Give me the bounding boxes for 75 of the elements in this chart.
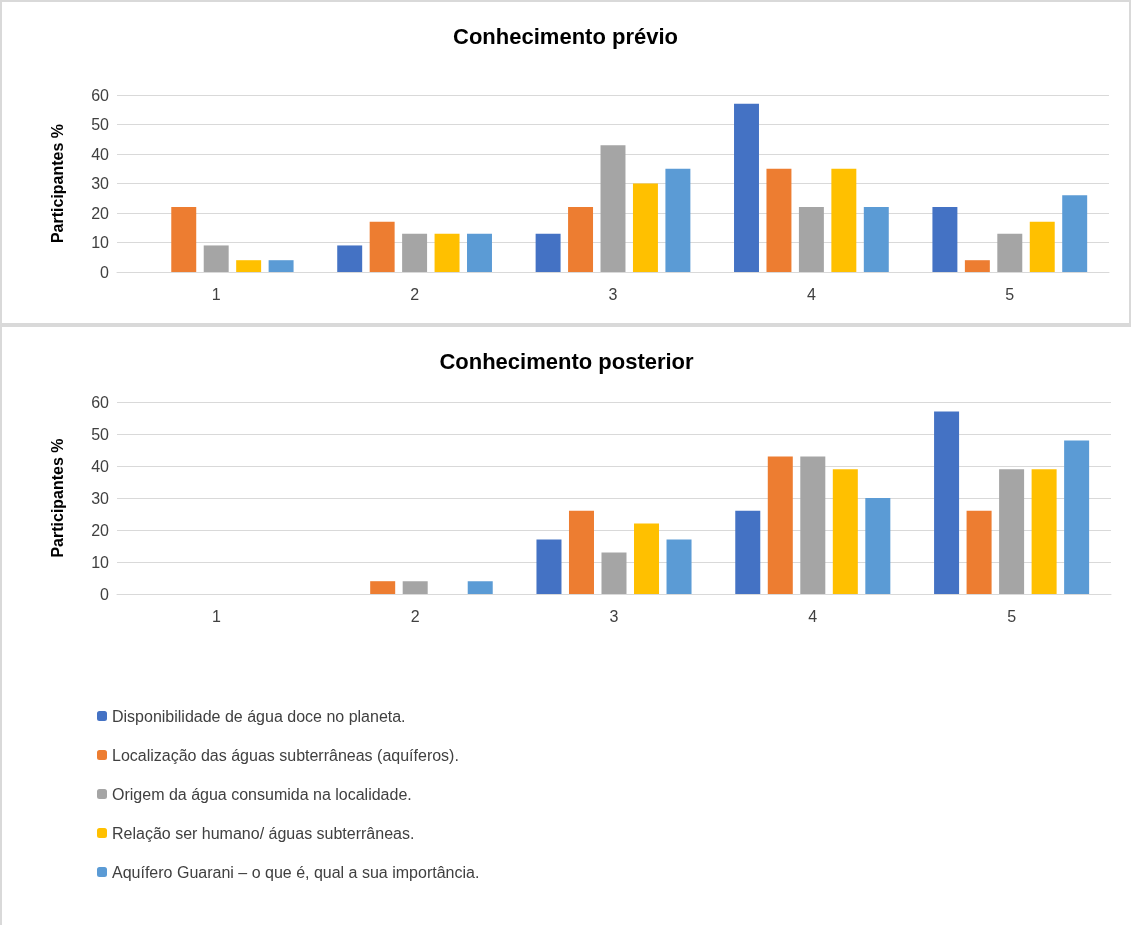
x-tick-label: 4 <box>808 607 818 625</box>
legend-label: Aquífero Guarani – o que é, qual a sua importância. <box>112 863 480 881</box>
bar <box>402 233 428 272</box>
x-tick-label: 2 <box>410 285 420 303</box>
bar <box>600 145 626 272</box>
x-tick-label: 3 <box>608 285 618 303</box>
x-tick-label: 2 <box>410 607 420 625</box>
legend-label: Origem da água consumida na localidade. <box>112 785 412 803</box>
bar <box>535 233 561 272</box>
bar <box>666 539 692 594</box>
bar <box>601 552 627 594</box>
bar <box>467 581 493 594</box>
bar <box>568 510 594 594</box>
y-tick-label: 60 <box>91 86 110 104</box>
y-axis-title: Participantes % <box>48 438 66 558</box>
bar <box>999 469 1025 594</box>
y-tick-label: 60 <box>91 393 110 411</box>
y-tick-label: 20 <box>91 204 110 222</box>
bar <box>735 510 761 594</box>
bar <box>966 510 992 594</box>
y-tick-label: 50 <box>91 116 110 133</box>
bar <box>863 207 889 272</box>
bar <box>800 456 826 594</box>
bar <box>337 245 363 272</box>
bar <box>665 168 691 272</box>
bar <box>203 245 229 272</box>
x-tick-label: 1 <box>211 607 221 625</box>
bar <box>997 233 1023 272</box>
bar <box>831 168 857 272</box>
bar <box>568 207 594 272</box>
chart-title: Conhecimento posterior <box>439 348 695 374</box>
y-tick-label: 40 <box>91 145 110 163</box>
bar <box>632 183 658 272</box>
x-tick-label: 5 <box>1007 607 1017 625</box>
x-tick-label: 5 <box>1005 285 1015 303</box>
bar <box>536 539 562 594</box>
y-tick-label: 40 <box>91 457 110 475</box>
x-tick-label: 4 <box>806 285 816 303</box>
bar <box>766 168 792 272</box>
y-tick-label: 50 <box>91 425 110 443</box>
bar <box>734 103 759 272</box>
bar <box>934 411 960 594</box>
y-tick-label: 20 <box>91 521 110 539</box>
y-tick-label: 10 <box>91 553 110 571</box>
y-tick-label: 30 <box>91 489 110 507</box>
y-tick-label: 0 <box>100 263 110 281</box>
y-tick-label: 10 <box>91 234 110 251</box>
bar <box>402 581 428 594</box>
legend-label: Relação ser humano/ águas subterrâneas. <box>112 824 415 842</box>
bar <box>467 233 492 272</box>
y-tick-label: 30 <box>91 175 110 192</box>
bar <box>268 260 294 272</box>
bar <box>369 221 395 272</box>
bar <box>865 498 891 594</box>
y-tick-label: 0 <box>100 585 110 603</box>
bar <box>1029 221 1055 272</box>
legend-label: Disponibilidade de água doce no planeta. <box>112 707 406 725</box>
x-tick-label: 3 <box>609 607 619 625</box>
chart-title: Conhecimento prévio <box>453 23 678 49</box>
bar <box>798 207 824 272</box>
bar <box>832 469 858 594</box>
bar <box>634 523 660 594</box>
bar <box>1062 195 1088 272</box>
bar <box>370 581 396 594</box>
bar <box>767 456 793 594</box>
y-axis-title: Participantes % <box>48 123 66 244</box>
bar <box>434 233 460 272</box>
bar <box>932 207 958 272</box>
bar <box>236 260 262 272</box>
x-tick-label: 1 <box>211 285 221 303</box>
bar <box>964 260 990 272</box>
bar <box>171 207 197 272</box>
bar <box>1031 469 1057 594</box>
legend-label: Localização das águas subterrâneas (aquíferos). <box>112 746 459 764</box>
bar <box>1064 440 1090 594</box>
